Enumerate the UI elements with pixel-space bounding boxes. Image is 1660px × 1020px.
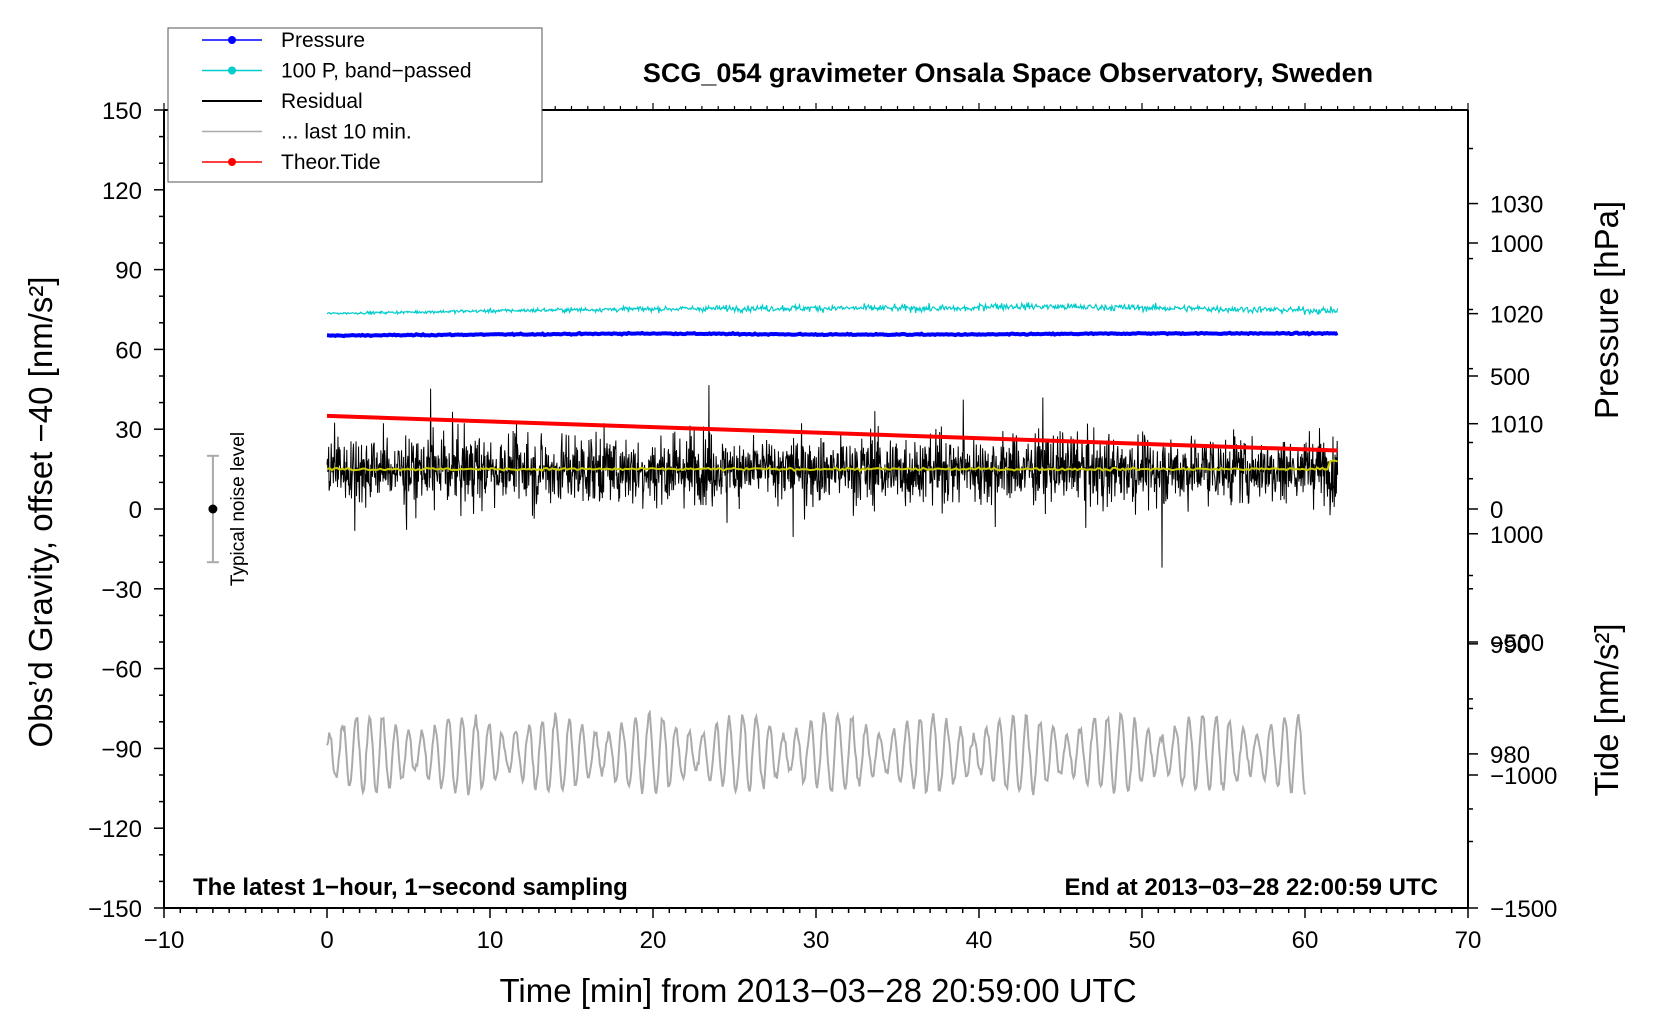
chart-title: SCG_054 gravimeter Onsala Space Observat… (643, 58, 1373, 88)
noise-level-label: Typical noise level (228, 432, 249, 586)
legend: Pressure 100 P, band−passed Residual ... la… (167, 27, 543, 183)
sampling-annotation: The latest 1−hour, 1−second sampling (193, 874, 628, 901)
series-layer (326, 301, 1339, 796)
legend-entry-label: 100 P, band−passed (281, 60, 472, 83)
tide-tick-label: 1000 (1490, 231, 1543, 258)
y-tick-label: 150 (102, 98, 142, 125)
last-10-min-line (326, 709, 1306, 796)
y-tick-label: −30 (101, 577, 142, 604)
y-tick-label: 0 (129, 497, 142, 524)
theor-tide-line (326, 413, 1338, 453)
x-tick-label: 60 (1292, 927, 1319, 954)
y-axis-title-pressure: Pressure [hPa] (1588, 201, 1625, 419)
pressure-tick-label: 980 (1490, 742, 1530, 769)
x-axis-title: Time [min] from 2013−03−28 20:59:00 UTC (499, 972, 1136, 1009)
x-tick-label: 70 (1455, 927, 1482, 954)
y-tick-label: −60 (101, 657, 142, 684)
band-passed-pressure-line (326, 301, 1339, 316)
y-axis-title-gravity: Obs’d Gravity, offset −40 [nm/s²] (22, 276, 59, 747)
pressure-tick-label: 1010 (1490, 412, 1543, 439)
residual-series-line (326, 385, 1339, 568)
legend-entry-label: Residual (281, 90, 363, 113)
legend-entry-label: Pressure (281, 29, 365, 52)
noise-level-indicator: Typical noise level (206, 432, 249, 586)
legend-box (167, 27, 543, 183)
y-tick-label: −90 (101, 736, 142, 763)
x-tick-label: 50 (1129, 927, 1156, 954)
legend-swatch-marker (228, 158, 236, 166)
legend-entry-label: ... last 10 min. (281, 121, 412, 144)
tide-tick-label: 500 (1490, 364, 1530, 391)
x-tick-label: 20 (640, 927, 667, 954)
tide-tick-label: −1000 (1490, 763, 1557, 790)
residual-smoothed-line (326, 459, 1338, 473)
legend-swatch-marker (228, 36, 236, 44)
x-tick-label: −10 (144, 927, 185, 954)
plot-frame (163, 109, 1469, 909)
pressure-series-line (326, 330, 1339, 339)
legend-swatch-marker (228, 66, 236, 75)
pressure-tick-label: 1030 (1490, 192, 1543, 219)
y-tick-label: 90 (115, 258, 142, 285)
y-tick-label: 120 (102, 178, 142, 205)
legend-entry-label: Theor.Tide (281, 151, 381, 174)
pressure-tick-label: 1020 (1490, 302, 1543, 329)
y-tick-label: −120 (88, 816, 142, 843)
x-tick-label: 0 (320, 927, 333, 954)
y-axis-title-tide: Tide [nm/s²] (1588, 624, 1625, 797)
y-tick-label: 30 (115, 417, 142, 444)
y-tick-label: 60 (115, 337, 142, 364)
tide-tick-label: 0 (1490, 497, 1503, 524)
x-tick-label: 40 (966, 927, 993, 954)
tide-tick-label: −1500 (1490, 896, 1557, 923)
x-tick-label: 30 (803, 927, 830, 954)
x-tick-label: 10 (477, 927, 504, 954)
noise-bar-dot (208, 504, 218, 514)
tide-tick-label: −500 (1490, 630, 1544, 657)
end-time-annotation: End at 2013−03−28 22:00:59 UTC (1064, 874, 1438, 901)
axis-ticks: −10 0 10 20 30 40 50 60 70−150−120−90−60−3003060… (88, 98, 1557, 954)
y-tick-label: −150 (88, 896, 142, 923)
pressure-tick-label: 990 (1490, 632, 1530, 659)
pressure-tick-label: 1000 (1490, 522, 1543, 549)
